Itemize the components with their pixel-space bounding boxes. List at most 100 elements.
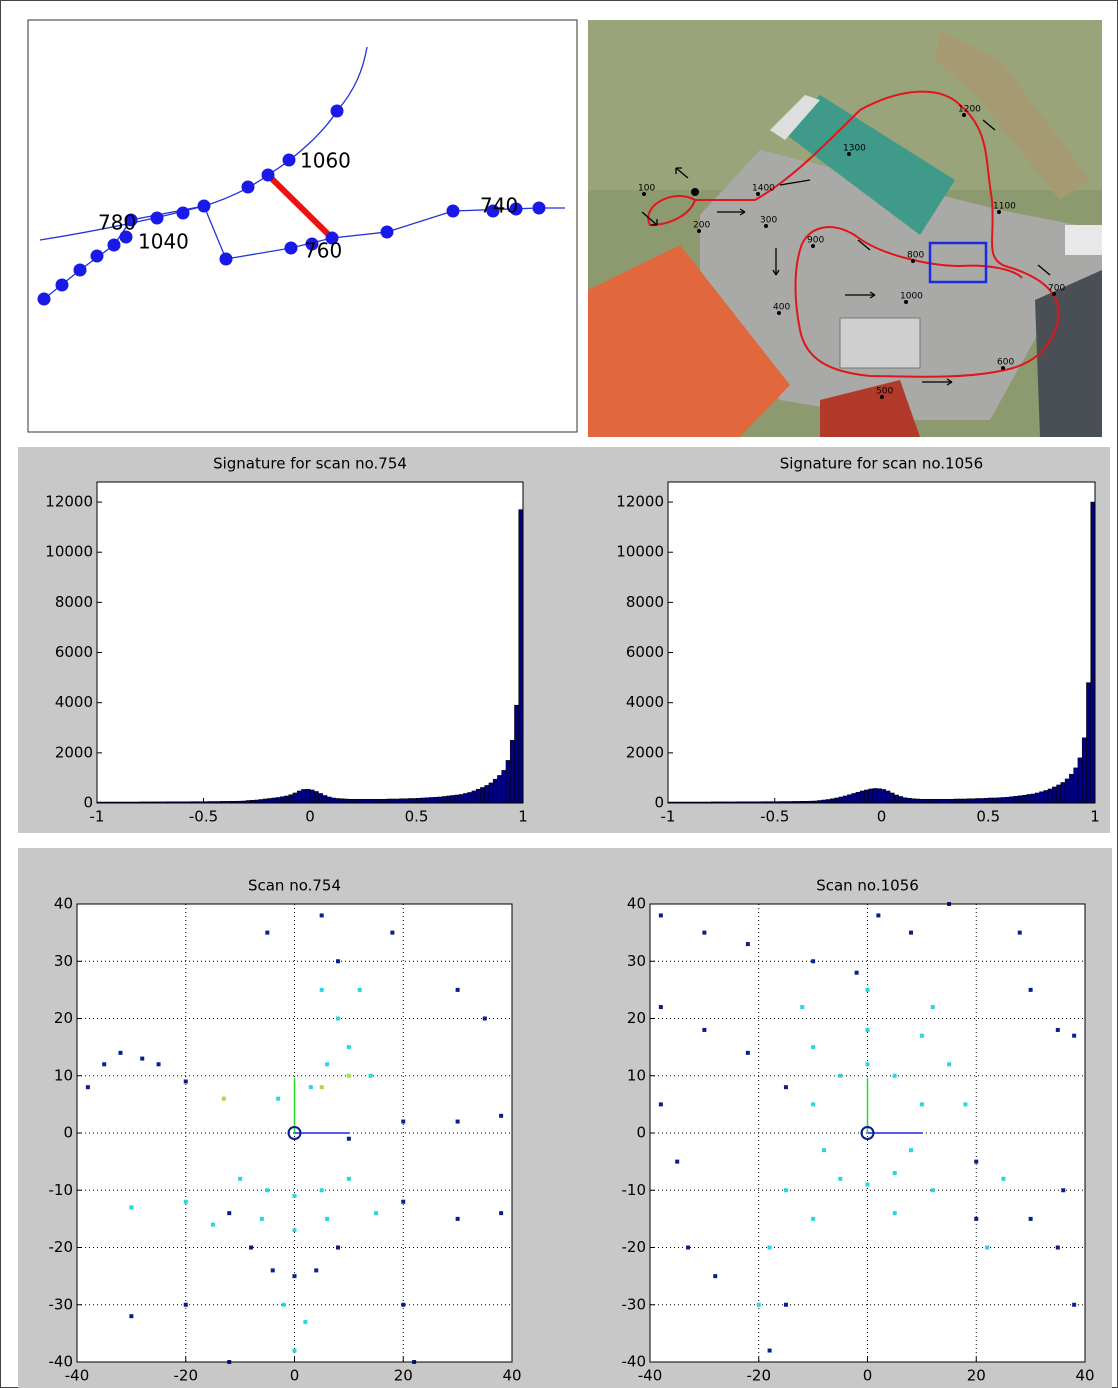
map-label: 1000 bbox=[900, 292, 923, 302]
chart-title: Scan no.1056 bbox=[816, 877, 919, 895]
bar bbox=[480, 787, 485, 804]
bar bbox=[1022, 794, 1027, 804]
arrows bbox=[641, 119, 1051, 386]
trajectory-point bbox=[107, 238, 121, 252]
point bbox=[1001, 1176, 1006, 1181]
point bbox=[303, 1319, 308, 1324]
trajectory-point bbox=[446, 204, 460, 218]
point bbox=[767, 1348, 772, 1353]
bar bbox=[872, 788, 878, 804]
point bbox=[865, 1182, 870, 1187]
bar bbox=[275, 797, 281, 804]
bar bbox=[399, 798, 404, 804]
bar bbox=[501, 770, 507, 804]
point bbox=[767, 1245, 772, 1250]
roof bbox=[820, 380, 920, 437]
point bbox=[909, 930, 913, 935]
y-tick-label: 8000 bbox=[55, 593, 93, 611]
bar bbox=[292, 792, 298, 804]
trajectory-point bbox=[55, 278, 69, 292]
map-label: 1200 bbox=[958, 105, 981, 115]
roof bbox=[1035, 270, 1102, 437]
trajectory-point bbox=[509, 202, 523, 216]
point bbox=[346, 1045, 351, 1050]
trajectory-point bbox=[305, 237, 319, 251]
bar bbox=[441, 796, 447, 804]
bar bbox=[928, 798, 933, 804]
chart-title: Signature for scan no.1056 bbox=[780, 455, 983, 473]
waypoint bbox=[1001, 366, 1005, 370]
y-tick-label: 12000 bbox=[616, 493, 664, 511]
bar bbox=[830, 798, 835, 804]
point bbox=[292, 1348, 297, 1353]
x-tick-label: -0.5 bbox=[189, 808, 218, 826]
map-label: 1100 bbox=[993, 202, 1016, 212]
y-tick-label: 10000 bbox=[616, 543, 664, 561]
bar bbox=[463, 793, 468, 804]
point bbox=[865, 1062, 870, 1067]
roof bbox=[770, 95, 820, 140]
trajectory-point bbox=[124, 213, 138, 227]
y-tick-label: 20 bbox=[627, 1009, 646, 1027]
bar bbox=[356, 798, 362, 804]
waypoint bbox=[904, 300, 908, 304]
trajectory-point bbox=[486, 204, 500, 218]
point bbox=[85, 1085, 90, 1090]
x-tick-label: -20 bbox=[174, 1367, 199, 1385]
bar bbox=[847, 794, 852, 804]
x-tick-label: 20 bbox=[394, 1367, 413, 1385]
bar bbox=[975, 798, 980, 804]
x-tick-label: 0 bbox=[305, 808, 315, 826]
point bbox=[974, 1216, 979, 1221]
bar bbox=[932, 798, 938, 804]
bar bbox=[343, 798, 349, 804]
point bbox=[482, 1016, 487, 1021]
waypoint bbox=[764, 224, 768, 228]
bar bbox=[983, 797, 989, 804]
bar bbox=[1052, 786, 1057, 804]
point bbox=[238, 1176, 243, 1181]
bar bbox=[326, 796, 332, 804]
bar bbox=[377, 798, 383, 804]
bar bbox=[868, 788, 874, 804]
point bbox=[930, 1005, 935, 1010]
x-tick-label: 0 bbox=[290, 1367, 300, 1385]
point bbox=[336, 1016, 340, 1021]
point bbox=[1061, 1188, 1066, 1193]
point bbox=[281, 1302, 286, 1307]
bar bbox=[348, 798, 353, 804]
bar bbox=[492, 778, 498, 804]
bar bbox=[518, 509, 524, 804]
point bbox=[129, 1205, 134, 1210]
bar bbox=[258, 799, 264, 804]
roof bbox=[780, 95, 955, 235]
map-label: 200 bbox=[693, 221, 710, 231]
point bbox=[357, 987, 362, 992]
trajectory-label: 1040 bbox=[138, 230, 189, 254]
trajectory-label: 1060 bbox=[300, 149, 351, 173]
sensor-origin bbox=[287, 1126, 302, 1140]
y-tick-label: 40 bbox=[54, 895, 73, 913]
point bbox=[811, 1045, 816, 1050]
point bbox=[963, 1102, 968, 1107]
map-label: 600 bbox=[997, 358, 1014, 368]
bar bbox=[267, 798, 272, 804]
y-tick-label: 0 bbox=[63, 1124, 73, 1142]
point bbox=[374, 1211, 379, 1216]
bar bbox=[386, 798, 392, 804]
bar bbox=[1056, 784, 1062, 804]
bar bbox=[885, 790, 891, 804]
bar bbox=[488, 782, 494, 804]
bar bbox=[424, 797, 430, 804]
point bbox=[292, 1193, 297, 1198]
point bbox=[325, 1216, 330, 1221]
bar bbox=[1060, 782, 1066, 804]
bar bbox=[859, 790, 865, 804]
bar bbox=[446, 795, 451, 804]
waypoint bbox=[962, 113, 966, 117]
trajectory-point bbox=[241, 180, 255, 194]
bar bbox=[284, 795, 289, 804]
point bbox=[499, 1211, 504, 1216]
x-tick-label: 20 bbox=[967, 1367, 986, 1385]
y-tick-label: -20 bbox=[622, 1238, 647, 1256]
